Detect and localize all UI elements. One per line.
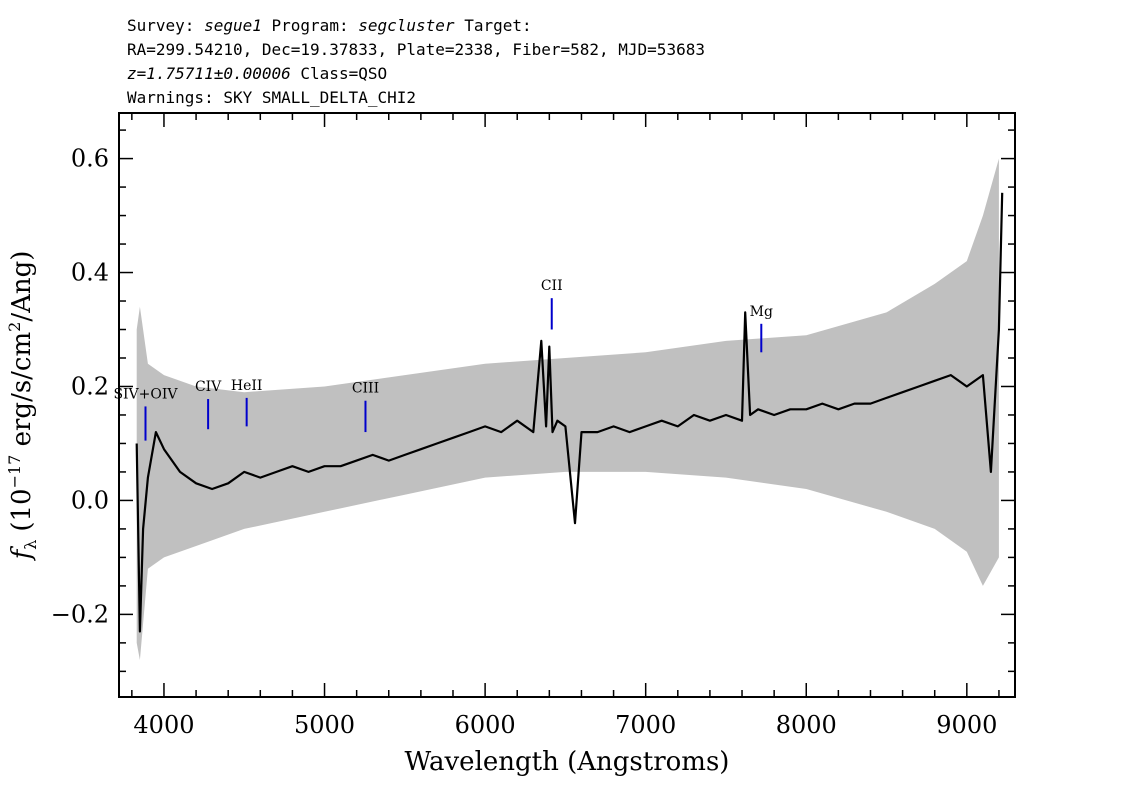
program-value: segcluster [358,16,455,35]
y-label-exp2: 2 [5,322,24,332]
class-value: Class=QSO [300,64,388,83]
x-tick-label: 4000 [133,711,194,739]
x-tick-label: 8000 [776,711,837,739]
line-marker-layer: SIV+OIV CIV HeII CIII CII Mg [113,278,773,441]
y-tick-label: 0.6 [71,145,109,173]
redshift-value: z=1.75711±0.00006 [127,64,291,83]
error-band-layer [136,158,999,660]
line-marker-label: CII [541,278,563,294]
header-line-redshift: z=1.75711±0.00006 Class=QSO [127,62,1027,86]
x-tick-label: 5000 [294,711,355,739]
y-label-close: /Ang) [7,251,37,322]
error-band [136,158,999,660]
line-marker-label: CIV [195,379,222,395]
header-line-warnings: Warnings: SKY SMALL_DELTA_CHI2 [127,88,416,107]
y-tick-label: 0.2 [71,372,109,400]
x-tick-label: 9000 [936,711,997,739]
flux-layer [135,192,1004,633]
header-line-coords: RA=299.54210, Dec=19.37833, Plate=2338, … [127,40,705,59]
y-axis-label: fλ(10−17 erg/s/cm2/Ang) [5,251,40,562]
line-marker-label: Mg [750,304,773,320]
y-tick-label: −0.2 [51,600,109,628]
line-marker-label: SIV+OIV [113,386,178,402]
line-marker-label: HeII [231,378,263,394]
header-line-survey: Survey: segue1 Program: segcluster Targe… [127,14,1027,38]
y-label-mid: erg/s/cm [7,332,37,455]
y-label-open: (10 [7,488,37,531]
x-tick-label: 6000 [455,711,516,739]
program-label: Program: [271,16,349,35]
survey-label: Survey: [127,16,195,35]
line-marker-label: CIII [352,381,379,397]
x-tick-label: 7000 [615,711,676,739]
target-label: Target: [464,16,532,35]
spectrum-header: Survey: segue1 Program: segcluster Targe… [127,14,1027,110]
y-label-exp1: −17 [5,455,24,489]
x-axis-label: Wavelength (Angstroms) [405,747,730,777]
tick-layer: 4000 5000 6000 7000 8000 9000 −0.2 0.0 0.2 0.4 0.6 [51,113,1015,739]
flux-line [135,192,1004,633]
y-tick-label: 0.4 [71,259,109,287]
plot-frame [118,112,1016,698]
y-tick-label: 0.0 [71,486,109,514]
y-label-lambda: λ [21,540,40,550]
survey-value: segue1 [204,16,262,35]
